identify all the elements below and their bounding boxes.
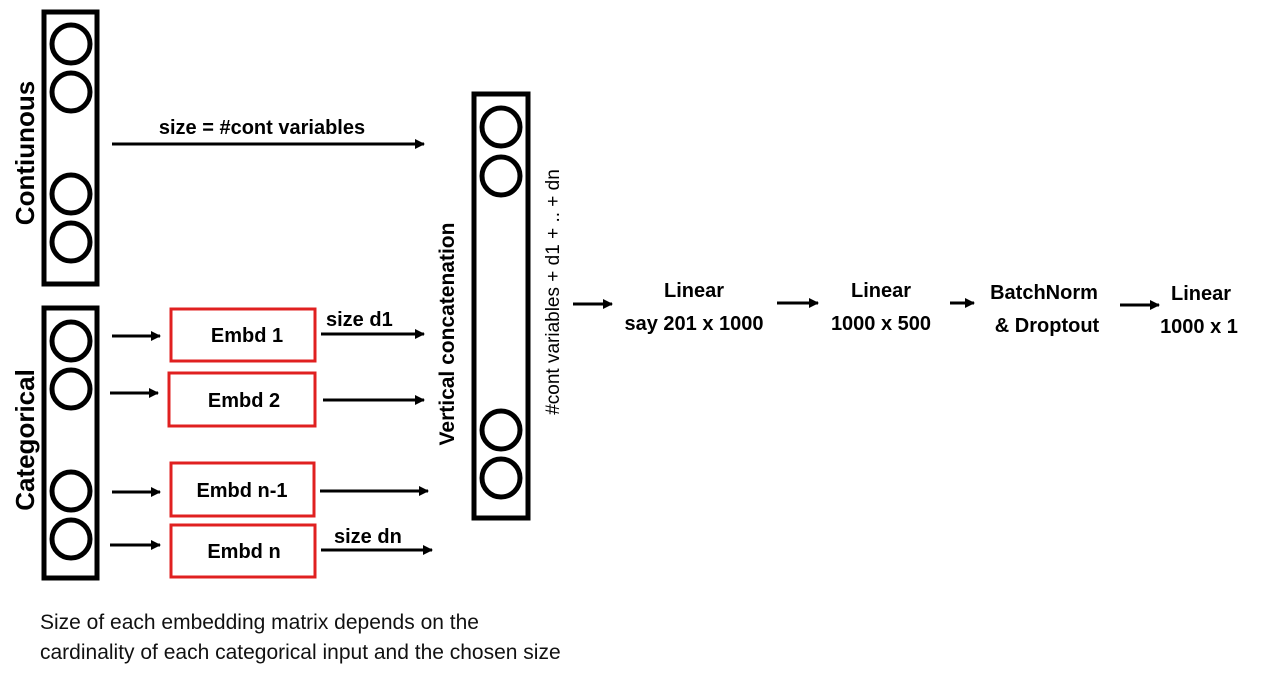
embedding-box — [169, 461, 316, 518]
embedding-box — [169, 307, 317, 363]
concat-size-label: #cont variables + d1 + .. + dn — [543, 169, 564, 415]
continuous-label: Contiunous — [10, 81, 40, 225]
concat-node — [479, 105, 523, 149]
note-line: Size of each embedding matrix depends on… — [40, 611, 479, 634]
continuous-node — [49, 22, 93, 66]
embedding-label: Embd n — [207, 541, 280, 563]
categorical-label: Categorical — [10, 369, 40, 511]
categorical-node — [49, 517, 93, 561]
concat-node — [479, 408, 523, 452]
embedding-label: Embd 2 — [208, 390, 280, 412]
embedding-box — [169, 523, 317, 579]
concat-label: Vertical concatenation — [436, 223, 459, 446]
categorical-node — [49, 469, 93, 513]
concat-box — [471, 91, 531, 521]
embedding-box — [167, 371, 317, 428]
layer-line1: Linear — [851, 280, 911, 302]
embedding-size-note: Size of each embedding matrix depends on… — [40, 608, 720, 668]
embedding-output-label: size d1 — [326, 309, 393, 331]
layer-line2: 1000 x 1 — [1160, 316, 1238, 338]
embedding-output-label: size dn — [334, 526, 402, 548]
layer-line1: BatchNorm — [990, 282, 1098, 304]
layer-line1: Linear — [664, 280, 724, 302]
categorical-input-box — [41, 305, 100, 581]
embedding-label: Embd 1 — [211, 325, 283, 347]
continuous-node — [49, 220, 93, 264]
concat-node — [479, 456, 523, 500]
note-line: cardinality of each categorical input an… — [40, 641, 561, 664]
categorical-node — [49, 319, 93, 363]
continuous-node — [49, 172, 93, 216]
continuous-arrow-label: size = #cont variables — [159, 117, 365, 139]
layer-line1: Linear — [1171, 283, 1231, 305]
continuous-node — [49, 70, 93, 114]
layer-line2: say 201 x 1000 — [624, 313, 763, 335]
continuous-input-box — [41, 9, 100, 287]
concat-node — [479, 154, 523, 198]
layer-line2: & Droptout — [995, 315, 1100, 337]
layer-line2: 1000 x 500 — [831, 313, 931, 335]
embedding-label: Embd n-1 — [196, 480, 287, 502]
categorical-node — [49, 367, 93, 411]
